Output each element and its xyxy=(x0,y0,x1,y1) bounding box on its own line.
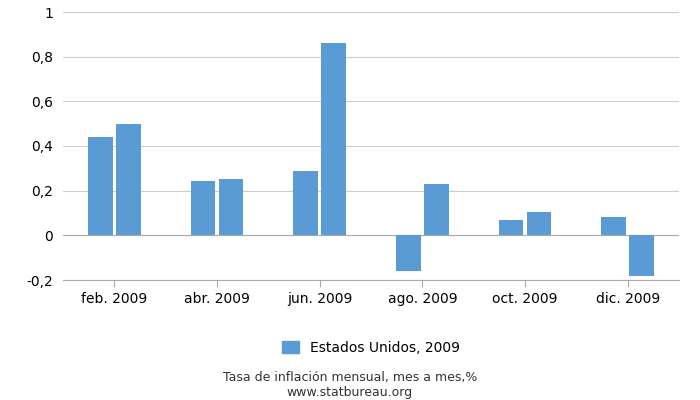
Bar xyxy=(424,184,449,235)
Bar xyxy=(498,220,523,235)
Bar xyxy=(219,180,244,235)
Bar xyxy=(629,235,654,276)
Bar xyxy=(321,43,346,235)
Bar xyxy=(88,137,113,235)
Text: Tasa de inflación mensual, mes a mes,%: Tasa de inflación mensual, mes a mes,% xyxy=(223,372,477,384)
Bar xyxy=(601,218,626,235)
Legend: Estados Unidos, 2009: Estados Unidos, 2009 xyxy=(276,335,466,360)
Bar xyxy=(190,181,215,235)
Bar xyxy=(116,124,141,235)
Bar xyxy=(293,170,318,235)
Bar xyxy=(396,235,421,271)
Text: www.statbureau.org: www.statbureau.org xyxy=(287,386,413,399)
Bar xyxy=(527,212,552,235)
